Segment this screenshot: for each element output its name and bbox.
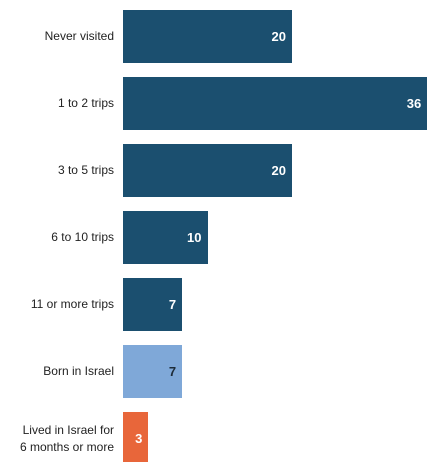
bar	[123, 412, 149, 462]
value-label: 7	[168, 297, 177, 312]
bar	[123, 345, 183, 398]
category-label: 6 to 10 trips	[51, 230, 114, 244]
value-label: 10	[187, 230, 202, 245]
bar	[123, 77, 428, 130]
value-label: 20	[271, 29, 286, 44]
bar	[123, 10, 292, 63]
value-label: 20	[271, 163, 286, 178]
bar	[123, 144, 292, 197]
category-label: 11 or more trips	[30, 297, 114, 311]
value-label: 7	[168, 364, 177, 379]
category-label: Born in Israel	[43, 364, 114, 378]
bar	[123, 211, 208, 264]
value-label: 3	[135, 431, 143, 446]
category-label: 3 to 5 trips	[57, 163, 114, 177]
category-label: Never visited	[44, 29, 114, 43]
value-label: 36	[406, 96, 422, 111]
category-label: 1 to 2 trips	[57, 96, 114, 110]
category-label: Lived in Israel for 6 months or more	[19, 422, 114, 454]
bar	[123, 278, 183, 331]
